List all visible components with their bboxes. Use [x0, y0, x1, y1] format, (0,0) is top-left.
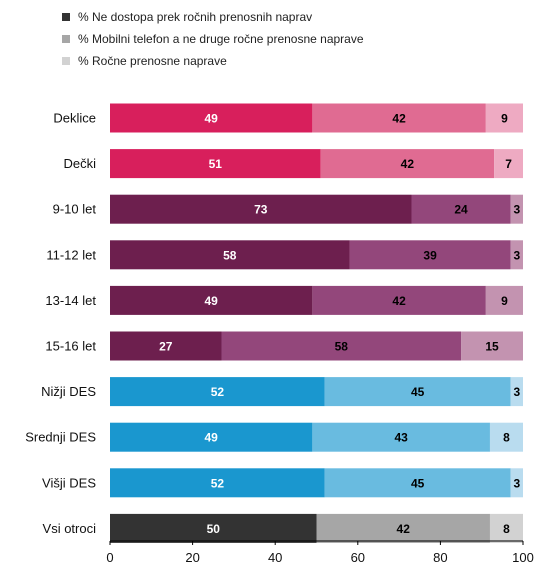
data-label: 9: [501, 112, 508, 126]
data-label: 3: [513, 476, 520, 490]
data-label: 3: [513, 203, 520, 217]
category-label: Višji DES: [42, 475, 96, 490]
bar-segment: [110, 240, 350, 270]
data-label: 49: [205, 112, 219, 126]
bar-segment: [510, 240, 523, 270]
data-label: 8: [503, 431, 510, 445]
data-label: 51: [209, 157, 223, 171]
bar-segment: [312, 422, 490, 452]
bar-segment: [510, 468, 523, 498]
legend-label-no-access: % Ne dostopa prek ročnih prenosnih napra…: [78, 10, 313, 24]
bar-segment: [485, 285, 523, 315]
bar-segment: [110, 513, 317, 543]
data-label: 73: [254, 203, 268, 217]
legend-label-handheld-devices: % Ročne prenosne naprave: [78, 54, 227, 68]
chart-legend: % Ne dostopa prek ročnih prenosnih napra…: [62, 6, 364, 72]
data-label: 42: [392, 294, 406, 308]
legend-item-no-access: % Ne dostopa prek ročnih prenosnih napra…: [62, 6, 364, 28]
legend-swatch-mobile-phone: [62, 35, 70, 43]
data-label: 52: [211, 476, 225, 490]
data-label: 58: [223, 248, 237, 262]
legend-swatch-handheld-devices: [62, 57, 70, 65]
bar-segment: [324, 377, 511, 407]
bar-segment: [110, 468, 325, 498]
data-label: 52: [211, 385, 225, 399]
data-label: 15: [485, 340, 499, 354]
legend-item-handheld-devices: % Ročne prenosne naprave: [62, 50, 364, 72]
bar-segment: [316, 513, 490, 543]
data-label: 42: [392, 112, 406, 126]
legend-label-mobile-phone: % Mobilni telefon a ne druge ročne preno…: [78, 32, 364, 46]
category-label: Nižji DES: [41, 384, 96, 399]
data-label: 45: [411, 476, 425, 490]
data-label: 8: [503, 522, 510, 536]
bar-segment: [320, 149, 495, 179]
x-tick-label: 20: [185, 550, 199, 565]
category-label: Vsi otroci: [43, 521, 97, 536]
legend-item-mobile-phone: % Mobilni telefon a ne druge ročne preno…: [62, 28, 364, 50]
data-label: 7: [505, 157, 512, 171]
data-label: 50: [207, 522, 221, 536]
bar-segment: [349, 240, 511, 270]
bar-segment: [110, 285, 313, 315]
data-label: 45: [411, 385, 425, 399]
data-label: 58: [335, 340, 349, 354]
data-label: 42: [397, 522, 411, 536]
data-label: 3: [513, 248, 520, 262]
bar-segment: [324, 468, 511, 498]
x-axis: 0 20 40 60 80 100: [106, 540, 534, 565]
bar-segment: [461, 331, 523, 361]
category-label: Srednji DES: [25, 430, 96, 445]
bar-segment: [510, 377, 523, 407]
bar-segment: [411, 194, 511, 224]
bar-segment: [110, 422, 313, 452]
bar-segment: [489, 513, 523, 543]
x-tick-label: 100: [512, 550, 534, 565]
category-label: Deklice: [53, 111, 96, 126]
category-label: Dečki: [63, 156, 96, 171]
x-tick-label: 80: [433, 550, 447, 565]
bar-segment: [110, 377, 325, 407]
data-label: 24: [454, 203, 468, 217]
bar-segment: [510, 194, 523, 224]
category-label: 9-10 let: [53, 202, 97, 217]
category-label: 11-12 let: [46, 247, 96, 262]
x-tick-label: 60: [351, 550, 365, 565]
bars-group: Deklice 49 42 9 Dečki 51 42 7 9-10 let 73 24 3 11-12…: [25, 103, 523, 543]
data-label: 49: [205, 431, 219, 445]
bar-segment: [110, 103, 313, 133]
data-label: 39: [423, 248, 437, 262]
data-label: 42: [401, 157, 415, 171]
data-label: 9: [501, 294, 508, 308]
bar-segment: [485, 103, 523, 133]
data-label: 49: [205, 294, 219, 308]
bar-segment: [110, 331, 222, 361]
bar-segment: [312, 103, 486, 133]
bar-segment: [312, 285, 486, 315]
data-label: 43: [394, 431, 408, 445]
bar-segment: [110, 149, 321, 179]
category-label: 13-14 let: [45, 293, 96, 308]
x-tick-label: 40: [268, 550, 282, 565]
bar-segment: [110, 194, 412, 224]
data-label: 27: [159, 340, 173, 354]
data-label: 3: [513, 385, 520, 399]
category-label: 15-16 let: [45, 339, 96, 354]
legend-swatch-no-access: [62, 13, 70, 21]
x-tick-label: 0: [106, 550, 113, 565]
bar-segment: [494, 149, 523, 179]
bar-segment: [221, 331, 462, 361]
bar-segment: [489, 422, 523, 452]
